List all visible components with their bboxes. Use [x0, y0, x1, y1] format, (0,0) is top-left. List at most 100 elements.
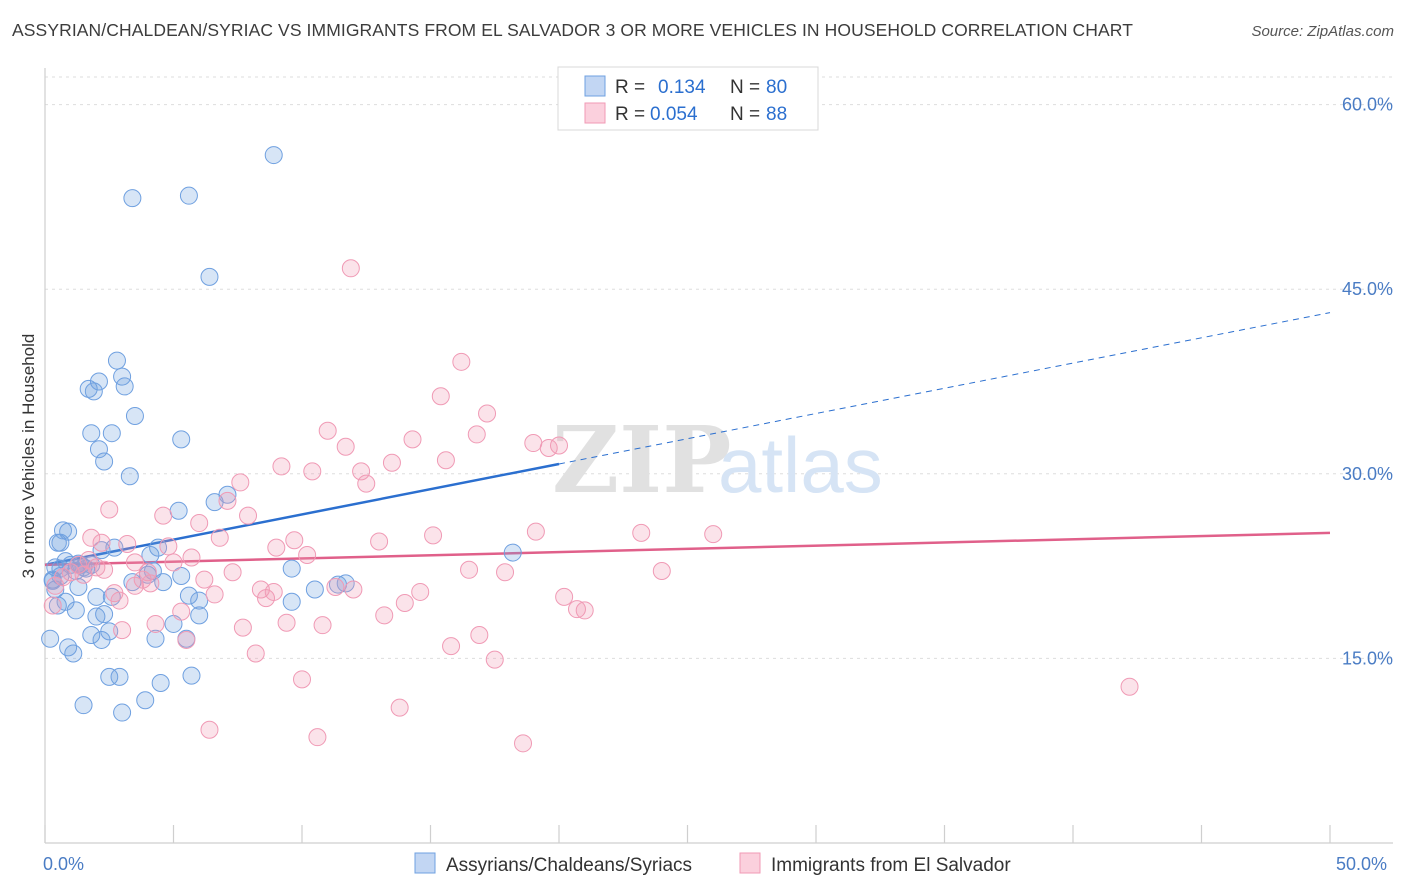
legend-r-value-2: 0.054	[650, 104, 698, 125]
blue-point-63	[200, 267, 219, 286]
pink-point-86	[125, 576, 144, 595]
blue-point-56	[172, 566, 191, 585]
pink-point-45	[298, 546, 317, 565]
pink-point-27	[195, 570, 214, 589]
chart-title: ASSYRIAN/CHALDEAN/SYRIAC VS IMMIGRANTS F…	[12, 20, 1133, 40]
pink-point-83	[704, 525, 723, 544]
blue-point-65	[218, 485, 237, 504]
pink-point-35	[239, 506, 258, 525]
pink-point-74	[524, 434, 543, 453]
blue-point-45	[125, 406, 144, 425]
pink-point-4	[69, 555, 88, 574]
blue-point-54	[169, 501, 188, 520]
series-legend-label-blue: Assyrians/Chaldeans/Syriacs	[446, 855, 692, 876]
series-legend: Assyrians/Chaldeans/Syriacs Immigrants f…	[414, 852, 1011, 876]
watermark: ZIP atlas	[552, 406, 883, 514]
pink-point-41	[272, 457, 291, 476]
pink-point-17	[138, 563, 157, 582]
pink-point-84	[1120, 677, 1139, 696]
y-tick-label-15: 15.0%	[1342, 648, 1393, 668]
legend-r-label-1: R =	[615, 77, 645, 98]
pink-point-43	[285, 531, 304, 550]
pink-point-50	[326, 578, 345, 597]
pink-point-7	[82, 528, 101, 547]
pink-point-51	[336, 437, 355, 456]
pink-point-15	[125, 553, 144, 572]
pink-point-79	[567, 600, 586, 619]
blue-point-51	[151, 674, 170, 693]
series-legend-swatch-blue	[414, 852, 436, 874]
pink-point-82	[652, 562, 671, 581]
pink-point-18	[141, 574, 160, 593]
blue-point-60	[182, 666, 201, 685]
x-tick-label-max: 50.0%	[1336, 854, 1387, 874]
blue-point-15	[66, 601, 85, 620]
blue-point-22	[82, 424, 101, 443]
x-tick-label-min: 0.0%	[43, 854, 84, 874]
blue-point-14	[64, 644, 83, 663]
blue-point-55	[172, 430, 191, 449]
blue-point-40	[113, 703, 132, 722]
legend-n-value-2: 88	[766, 104, 787, 125]
pink-point-34	[233, 618, 252, 637]
blue-point-33	[100, 667, 119, 686]
blue-point-66	[264, 146, 283, 165]
blue-point-41	[115, 377, 134, 396]
pink-point-61	[411, 582, 430, 601]
watermark-zip: ZIP	[552, 406, 731, 514]
y-axis-label: 3 or more Vehicles in Household	[19, 334, 38, 579]
pink-point-71	[485, 650, 504, 669]
blue-point-46	[136, 691, 155, 710]
pink-point-47	[308, 728, 327, 747]
blue-point-28	[89, 372, 108, 391]
blue-point-68	[282, 559, 301, 578]
pink-point-72	[496, 563, 515, 582]
pink-point-20	[154, 506, 173, 525]
pink-point-58	[390, 698, 409, 717]
pink-point-77	[550, 436, 568, 455]
pink-point-23	[172, 602, 191, 621]
legend-n-value-1: 80	[766, 77, 787, 98]
blue-point-19	[74, 696, 93, 715]
pink-point-87	[110, 591, 129, 610]
blue-point-42	[120, 467, 139, 486]
legend-swatch-pink	[584, 102, 606, 124]
y-tick-label-30: 30.0%	[1342, 464, 1393, 484]
pink-point-21	[159, 537, 178, 556]
blue-point-62	[190, 606, 209, 625]
blue-point-32	[100, 622, 119, 641]
y-tick-labels: 15.0% 30.0% 45.0% 60.0%	[1342, 95, 1393, 669]
correlation-legend: R = 0.134 N = 80 R = 0.054 N = 88	[557, 66, 819, 131]
pink-point-57	[382, 453, 401, 472]
pink-point-59	[395, 594, 414, 613]
blue-point-0	[41, 629, 60, 648]
pink-point-60	[403, 430, 422, 449]
blue-point-49	[146, 629, 165, 648]
trend-line-pink	[44, 531, 1331, 567]
pink-point-46	[303, 462, 322, 481]
source-text: Source: ZipAtlas.com	[1251, 23, 1394, 40]
blue-point-52	[154, 573, 173, 592]
pink-point-9	[92, 533, 111, 552]
pink-point-30	[210, 528, 229, 547]
pink-point-42	[277, 613, 296, 632]
pink-point-75	[526, 522, 545, 541]
series-legend-swatch-pink	[739, 852, 761, 874]
pink-point-0	[43, 596, 62, 615]
axes	[44, 68, 1393, 844]
pink-point-63	[431, 387, 450, 406]
legend-swatch-blue	[584, 75, 606, 97]
y-tick-label-45: 45.0%	[1342, 279, 1393, 299]
blue-point-67	[282, 592, 301, 611]
pink-point-26	[190, 514, 209, 533]
pink-point-13	[113, 621, 132, 640]
x-ticks	[44, 825, 1331, 843]
pink-point-33	[231, 473, 250, 492]
pink-point-40	[267, 538, 286, 557]
blue-point-38	[110, 667, 129, 686]
pink-point-22	[164, 553, 183, 572]
pink-point-44	[293, 670, 311, 689]
legend-r-label-2: R =	[615, 104, 645, 125]
pink-point-69	[470, 626, 489, 645]
blue-point-21	[79, 379, 98, 398]
